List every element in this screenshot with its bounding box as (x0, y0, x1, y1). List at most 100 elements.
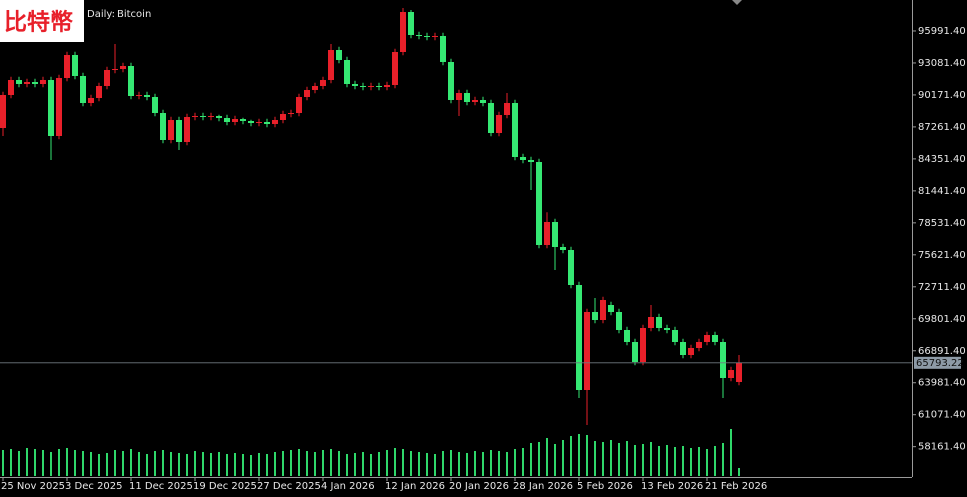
volume-bar (154, 451, 156, 476)
volume-bar (402, 449, 404, 476)
candle-body (344, 60, 350, 84)
candle-body (464, 93, 470, 102)
candle-body (448, 62, 454, 100)
volume-bar (274, 452, 276, 476)
candle-body (632, 342, 638, 362)
volume-bar (530, 443, 532, 476)
volume-bar (418, 452, 420, 476)
period-label: Daily: (87, 9, 115, 20)
y-tick-label: 69801.40 (918, 314, 966, 325)
volume-bar (202, 452, 204, 476)
volume-bar (554, 444, 556, 476)
volume-bar (570, 436, 572, 476)
candle-body (232, 119, 238, 122)
volume-bar (714, 446, 716, 476)
candle-body (544, 222, 550, 245)
candle-body (48, 80, 54, 136)
candle-body (184, 117, 190, 142)
candle-body (416, 35, 422, 36)
volume-bar (42, 450, 44, 476)
candle-body (336, 50, 342, 60)
volume-bar (642, 444, 644, 476)
symbol-label: Bitcoin (117, 9, 151, 20)
candle-body (56, 78, 62, 136)
volume-bar (186, 454, 188, 476)
volume-bar (138, 452, 140, 476)
y-tick-label: 61071.40 (918, 410, 966, 421)
candle-body (640, 328, 646, 362)
volume-bar (346, 454, 348, 476)
candle-body (0, 95, 6, 128)
candle-body (608, 305, 614, 312)
y-tick-label: 87261.40 (918, 122, 966, 133)
y-tick-label: 84351.40 (918, 154, 966, 165)
candle-body (128, 66, 134, 96)
volume-bar (234, 453, 236, 476)
candle-body (8, 80, 14, 95)
volume-bar (2, 450, 4, 476)
x-tick-label: 28 Jan 2026 (513, 481, 573, 492)
volume-bar (90, 452, 92, 476)
candle-body (528, 160, 534, 162)
volume-bar (482, 452, 484, 476)
volume-bar (394, 448, 396, 476)
volume-bar (522, 448, 524, 476)
volume-bar (194, 451, 196, 476)
candle-body (144, 95, 150, 97)
candle-body (72, 55, 78, 76)
candle-body (240, 119, 246, 121)
volume-bar (538, 442, 540, 476)
volume-bar (266, 454, 268, 476)
candle-body (216, 116, 222, 118)
candle-body (64, 55, 70, 78)
volume-bar (410, 451, 412, 476)
candle-body (32, 82, 38, 84)
candle-body (664, 328, 670, 330)
volume-bar (170, 452, 172, 476)
candle-body (264, 122, 270, 124)
volume-bar (594, 441, 596, 476)
volume-bar (706, 449, 708, 476)
y-tick-label: 90171.40 (918, 90, 966, 101)
x-tick-label: 5 Feb 2026 (577, 481, 633, 492)
volume-bar (674, 447, 676, 476)
candle-body (624, 330, 630, 342)
candle-body (96, 86, 102, 98)
x-tick-label: 13 Feb 2026 (641, 481, 703, 492)
volume-bar (578, 434, 580, 476)
title-box (0, 0, 84, 42)
candle-body (408, 12, 414, 35)
candle-body (560, 247, 566, 250)
candle-body (272, 120, 278, 124)
volume-bar (354, 453, 356, 476)
candle-body (256, 122, 262, 123)
y-tick-label: 81441.40 (918, 186, 966, 197)
candle-body (512, 103, 518, 157)
volume-bar (634, 445, 636, 476)
candle-body (616, 312, 622, 330)
candle-body (488, 103, 494, 133)
volume-bar (210, 453, 212, 476)
volume-bar (50, 452, 52, 476)
candle-body (40, 80, 46, 84)
volume-bar (18, 451, 20, 476)
candle-body (472, 100, 478, 102)
volume-bar (722, 443, 724, 476)
volume-bar (730, 429, 732, 476)
volume-bar (258, 453, 260, 476)
candle-body (88, 98, 94, 103)
candle-body (456, 93, 462, 100)
volume-bar (226, 454, 228, 476)
x-tick-label: 27 Dec 2025 (257, 481, 321, 492)
y-tick-label: 66891.40 (918, 346, 966, 357)
y-tick-label: 72711.40 (918, 282, 966, 293)
candle-body (352, 84, 358, 86)
volume-bar (362, 452, 364, 476)
volume-bar (626, 441, 628, 476)
volume-bar (658, 446, 660, 476)
volume-bar (330, 449, 332, 476)
volume-bar (650, 442, 652, 476)
candle-body (168, 120, 174, 140)
